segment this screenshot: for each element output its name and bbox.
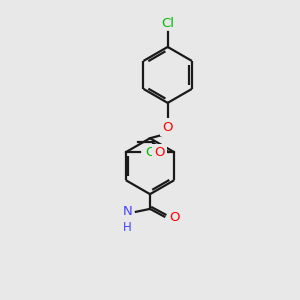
Text: H: H xyxy=(123,221,132,234)
Text: O: O xyxy=(169,211,179,224)
Text: N: N xyxy=(123,205,132,218)
Text: O: O xyxy=(162,121,173,134)
Text: Cl: Cl xyxy=(145,146,158,159)
Text: Cl: Cl xyxy=(161,17,174,30)
Text: O: O xyxy=(154,146,164,159)
